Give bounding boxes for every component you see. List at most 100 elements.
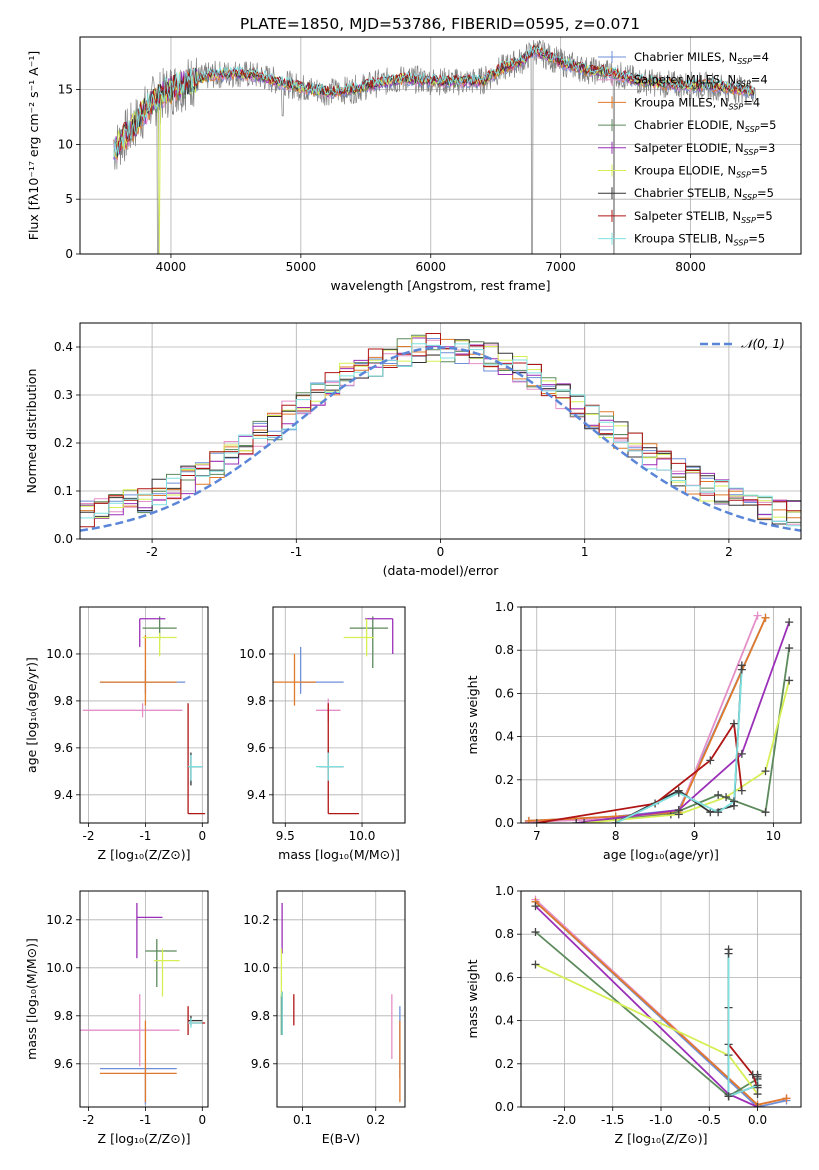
normal-curve (80, 346, 801, 532)
mass_vs_Z-panel: -2 -1 0 9.6 9.8 10.0 10.2 Z [log₁₀(Z/Z⊙)] mass [… (24, 890, 209, 1146)
series-marker-salpeter_elodie (572, 819, 581, 823)
tick-label-x: 0 (437, 545, 445, 559)
series-marker-salpeter_stelib (706, 756, 715, 765)
series-marker-salpeter_elodie (785, 618, 794, 627)
series-marker-kroupa_stelib (714, 808, 723, 817)
tick-label-x: 7000 (545, 260, 576, 274)
series-line-chabrier_miles (528, 617, 767, 822)
residual_hist-marks (80, 333, 801, 532)
tick-label-y: 0.0 (495, 816, 514, 830)
tick-label-y: 0.0 (54, 532, 73, 546)
tick-label-y: 0.4 (54, 340, 73, 354)
figure-title: PLATE=1850, MJD=53786, FIBERID=0595, z=0… (240, 15, 640, 33)
tick-label-y: 1.0 (495, 600, 514, 614)
tick-label-y: 10 (58, 137, 73, 151)
tick-label-y: 9.8 (247, 694, 266, 708)
series-marker-kroupa_elodie (722, 793, 731, 802)
tick-label-x: 8000 (675, 260, 706, 274)
tick-label-x: -0.5 (698, 1113, 721, 1127)
series-marker-kroupa_elodie (761, 767, 770, 776)
histogram-kroupa_stelib (80, 343, 801, 527)
axis-label-x: mass [log₁₀(M/M⊙)] (278, 847, 400, 862)
tick-label-y: 0.2 (54, 436, 73, 450)
tick-label-x: 4000 (156, 260, 187, 274)
tick-label-x: -1 (290, 545, 302, 559)
tick-label-y: 10.2 (46, 913, 73, 927)
series-marker-kroupa_stelib (724, 1092, 733, 1101)
age_vs_mass-panel: 9.5 10.0 9.4 9.6 9.8 10.0 mass [log₁₀(M/M⊙)] (239, 606, 406, 862)
tick-label-x: 0.2 (366, 1113, 385, 1127)
tick-label-x: -1.5 (601, 1113, 624, 1127)
series-marker-salpeter_elodie (531, 902, 540, 911)
tick-label-y: 9.6 (54, 741, 73, 755)
tick-label-y: 0.3 (54, 388, 73, 402)
tick-label-y: 0.2 (495, 773, 514, 787)
series-marker-kroupa_stelib (753, 1081, 762, 1090)
series-marker-kroupa_stelib (737, 665, 746, 674)
tick-label-x: 10.0 (349, 829, 376, 843)
age_vs_Z-marks (82, 616, 206, 815)
series-marker-chabrier_elodie (761, 808, 770, 817)
axes-frame (272, 606, 406, 824)
series-line-chabrier_stelib (615, 665, 743, 823)
axes-frame (79, 322, 802, 540)
residual_hist-panel: -2 -1 0 1 2 0.0 0.1 0.2 0.3 0.4 (data-model)/error… (24, 322, 802, 578)
tick-label-y: 9.4 (54, 788, 73, 802)
series-marker-kroupa_stelib (611, 819, 620, 823)
axes-frame (520, 606, 802, 824)
tick-label-y: 1.0 (495, 884, 514, 898)
tick-label-y: 5 (65, 192, 73, 206)
axes-frame (520, 890, 802, 1108)
legend-label-kroupa_stelib: Kroupa STELIB, NSSP=5 (634, 232, 765, 248)
tick-label-y: 0.6 (495, 970, 514, 984)
tick-label-y: 9.4 (247, 788, 266, 802)
age_vs_mass-marks (273, 616, 394, 815)
tick-label-x: -1 (139, 1113, 151, 1127)
axis-label-x: (data-model)/error (383, 563, 500, 578)
tick-label-y: 10.0 (46, 647, 73, 661)
series-line-salpeter_miles (528, 615, 759, 823)
tick-label-y: 0 (65, 247, 73, 261)
tick-label-x: -2 (83, 1113, 95, 1127)
tick-label-y: 10.0 (239, 647, 266, 661)
tick-label-x: 0.0 (748, 1113, 767, 1127)
weight_vs_age-marks (524, 611, 794, 823)
axis-label-y: mass weight (465, 675, 480, 754)
series-marker-kroupa_stelib (724, 949, 733, 958)
tick-label-y: 0.4 (495, 1014, 514, 1028)
tick-label-y: 0.2 (495, 1057, 514, 1071)
tick-label-x: 0.1 (293, 1113, 312, 1127)
tick-label-x: 2 (725, 545, 733, 559)
axis-label-y: mass [log₁₀(M/M⊙)] (24, 938, 39, 1060)
legend-label-kroupa_elodie: Kroupa ELODIE, NSSP=5 (634, 164, 768, 180)
weight_vs_age-panel: 7 8 9 10 0.0 0.2 0.4 0.6 0.8 1.0 age [log₁₀(age/yr… (465, 600, 802, 862)
spectrum-panel: 4000 5000 6000 7000 8000 0 5 10 15 wavelength [An… (26, 36, 802, 293)
axes-frame (79, 890, 209, 1108)
mass_vs_EBV-marks (280, 903, 401, 1103)
tick-label-y: 15 (58, 83, 73, 97)
series-marker-kroupa_elodie (580, 819, 589, 823)
tick-label-y: 9.8 (54, 1009, 73, 1023)
series-line-kroupa_stelib (615, 669, 743, 823)
weight_vs_Z-panel: -2.0 -1.5 -1.0 -0.5 0.0 0.0 0.2 0.4 0.6 0.8 1.0 Z [… (465, 884, 802, 1146)
tick-label-x: 5000 (286, 260, 317, 274)
axis-label-x: Z [log₁₀(Z/Z⊙)] (615, 1131, 708, 1146)
tick-label-y: 9.8 (251, 1009, 270, 1023)
tick-label-y: 9.6 (54, 1057, 73, 1071)
series-marker-salpeter_miles (753, 611, 762, 620)
series-marker-salpeter_elodie (753, 1103, 762, 1107)
mass_vs_EBV-panel: 0.1 0.2 9.6 9.8 10.0 10.2 E(B-V) (243, 890, 406, 1146)
series-line-chabrier_elodie (576, 647, 791, 823)
tick-label-x: -2.0 (553, 1113, 576, 1127)
tick-label-y: 0.6 (495, 686, 514, 700)
tick-label-x: 9.5 (276, 829, 295, 843)
tick-label-y: 10.0 (243, 961, 270, 975)
series-marker-kroupa_miles (761, 613, 770, 622)
axis-label-y: Normed distribution (24, 369, 39, 494)
axes-frame (79, 36, 802, 255)
tick-label-x: 0 (198, 1113, 206, 1127)
tick-label-y: 9.6 (251, 1057, 270, 1071)
legend-label-chabrier_miles: Chabrier MILES, NSSP=4 (634, 50, 769, 66)
tick-label-x: 6000 (415, 260, 446, 274)
tick-label-x: 7 (533, 829, 541, 843)
